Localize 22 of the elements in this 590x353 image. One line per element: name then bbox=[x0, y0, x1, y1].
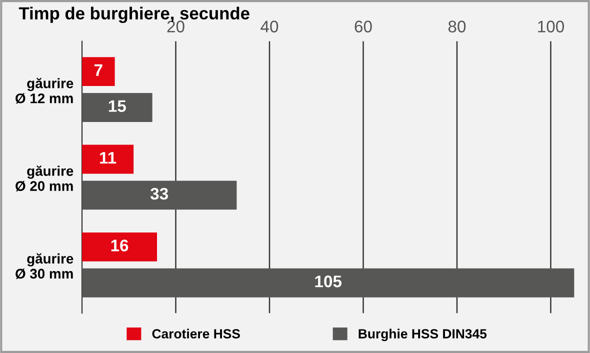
x-tick-label: 100 bbox=[538, 20, 564, 32]
data-label: 33 bbox=[150, 188, 168, 200]
bar bbox=[82, 57, 115, 86]
x-tick-label: 80 bbox=[448, 20, 466, 32]
x-tick-label: 20 bbox=[167, 20, 184, 32]
bar bbox=[82, 232, 158, 262]
bar bbox=[82, 144, 134, 174]
data-label: 16 bbox=[111, 240, 128, 252]
legend-label: Carotiere HSS bbox=[152, 328, 240, 338]
data-label: 11 bbox=[100, 152, 116, 164]
x-tick-label: 40 bbox=[260, 20, 278, 32]
data-label: 105 bbox=[315, 276, 342, 288]
bar bbox=[82, 180, 237, 210]
y-tick-label: găurire Ø 20 mm bbox=[16, 166, 74, 192]
y-tick-label: găurire Ø 12 mm bbox=[16, 78, 74, 104]
y-tick-label: găurire Ø 30 mm bbox=[16, 253, 74, 280]
x-tick-label: 60 bbox=[354, 20, 372, 32]
bar bbox=[82, 268, 574, 298]
legend-label: Burghie HSS DIN345 bbox=[358, 328, 487, 342]
data-label: 7 bbox=[94, 64, 102, 76]
bar bbox=[82, 93, 152, 122]
data-label: 15 bbox=[108, 100, 126, 112]
